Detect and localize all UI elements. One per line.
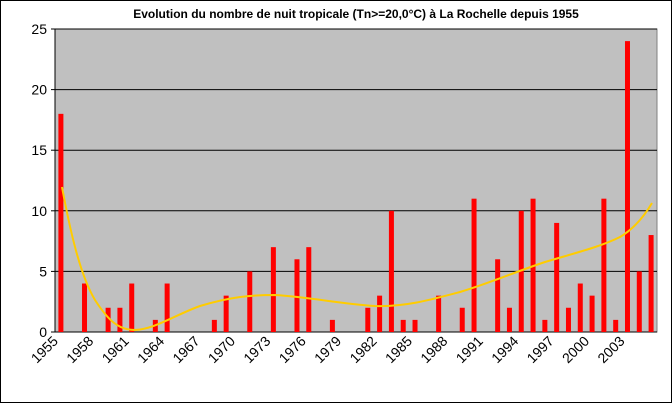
- bar: [82, 283, 88, 332]
- bar: [117, 307, 123, 332]
- bar: [648, 235, 654, 332]
- bar: [624, 41, 630, 333]
- bar: [377, 295, 383, 332]
- bar: [306, 247, 312, 332]
- bar: [329, 319, 335, 332]
- bar: [365, 307, 371, 332]
- y-tick-label: 10: [31, 203, 47, 219]
- bar: [554, 222, 560, 332]
- bar: [601, 198, 607, 332]
- bar: [542, 319, 548, 332]
- y-tick-label: 20: [31, 82, 47, 98]
- bar: [58, 113, 64, 332]
- bar: [577, 283, 583, 332]
- bar: [471, 198, 477, 332]
- bar: [164, 283, 170, 332]
- y-tick-label: 25: [31, 21, 47, 37]
- bar: [388, 210, 394, 332]
- y-tick-label: 15: [31, 142, 47, 158]
- bar: [613, 319, 619, 332]
- bar: [436, 295, 442, 332]
- bar: [129, 283, 135, 332]
- y-tick-label: 0: [39, 324, 47, 340]
- chart-title: Evolution du nombre de nuit tropicale (T…: [133, 7, 579, 21]
- bar: [223, 295, 229, 332]
- bar: [589, 295, 595, 332]
- bar: [506, 307, 512, 332]
- bar: [412, 319, 418, 332]
- bar: [565, 307, 571, 332]
- bar: [211, 319, 217, 332]
- bar: [636, 271, 642, 332]
- bar: [247, 271, 253, 332]
- trend-line: [61, 186, 653, 332]
- bar: [459, 307, 465, 332]
- bar: [270, 247, 276, 332]
- plot-area: [54, 28, 658, 333]
- bar: [294, 259, 300, 332]
- bar: [495, 259, 501, 332]
- y-tick-label: 5: [39, 263, 47, 279]
- bar: [105, 307, 111, 332]
- bar: [400, 319, 406, 332]
